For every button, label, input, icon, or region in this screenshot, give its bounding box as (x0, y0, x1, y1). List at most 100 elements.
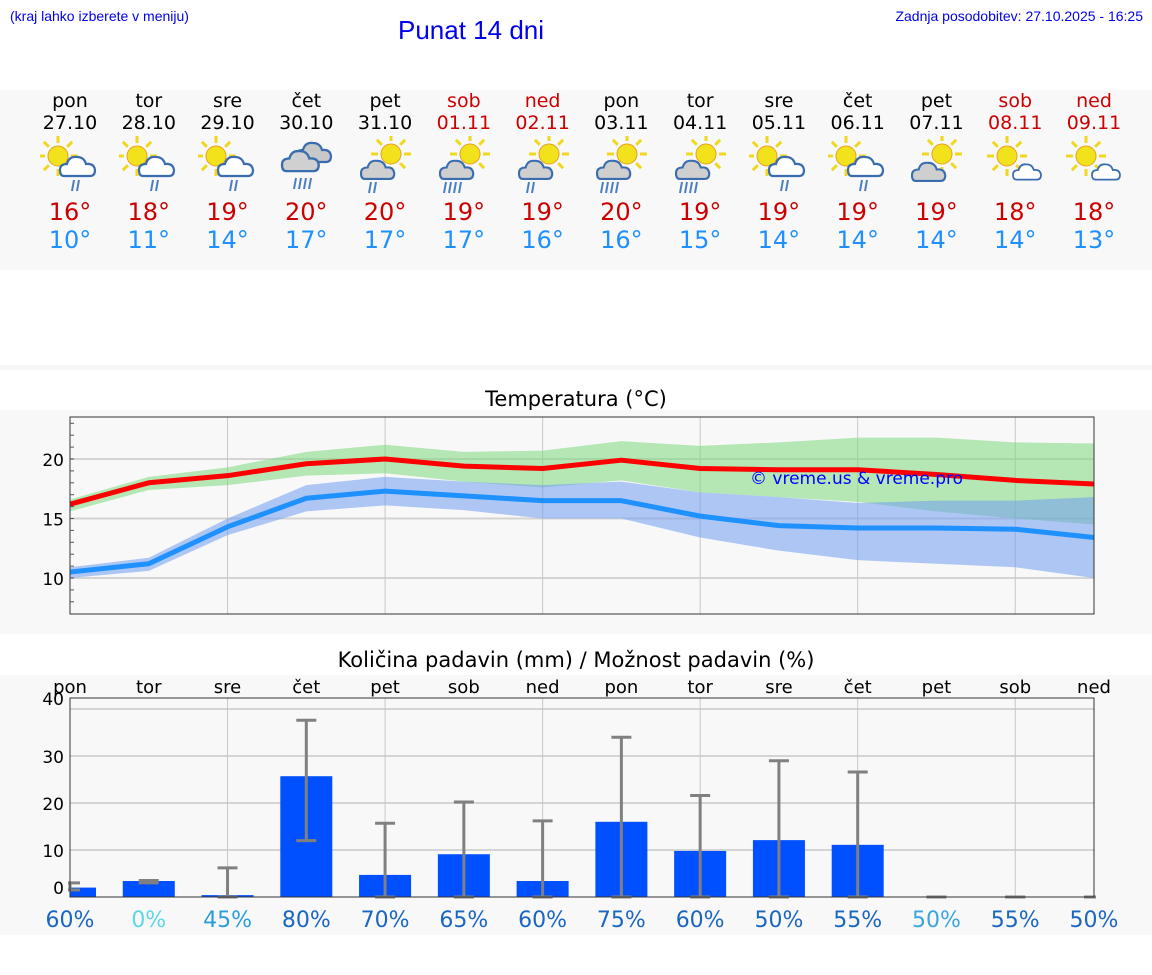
precip-probability: 45% (203, 908, 252, 933)
max-temp: 18° (993, 198, 1037, 226)
max-temp: 20° (600, 198, 643, 226)
max-temp: 19° (206, 198, 249, 226)
precip-probability: 65% (439, 908, 488, 933)
day-date: 04.11 (672, 112, 728, 134)
max-temp-line (69, 456, 1095, 507)
x-day-label: pon (604, 677, 638, 698)
precip-probability: 80% (282, 908, 331, 933)
precip-bar (70, 887, 96, 897)
day-forecast: sob 08.11 18° 14° (976, 90, 1054, 254)
day-date: 31.10 (357, 112, 413, 134)
precip-probability: 55% (991, 908, 1040, 933)
x-day-label: sob (448, 677, 480, 698)
y-tick-label: 30 (42, 748, 64, 768)
day-forecast: tor 04.11 19° 15° (661, 90, 739, 254)
x-day-label: sre (214, 677, 241, 698)
day-forecast: ned 02.11 19° 16° (504, 90, 582, 254)
day-date: 02.11 (515, 112, 570, 134)
day-name: pon (52, 90, 88, 112)
sun-cloud-light-rain-icon (31, 136, 109, 196)
day-date: 01.11 (436, 112, 492, 134)
sun-cloud-light-rain-icon (819, 136, 897, 196)
precip-probability: 70% (361, 908, 410, 933)
y-tick-label: 20 (42, 795, 64, 815)
temperature-chart-title: Temperatura (°C) (485, 387, 667, 411)
x-day-label: čet (844, 677, 872, 698)
day-forecast: tor 28.10 18° 11° (110, 90, 188, 254)
day-name: pon (603, 90, 640, 112)
max-temp: 16° (48, 198, 92, 226)
day-forecast: čet 30.10 20° 17° (267, 90, 345, 254)
min-temp: 17° (285, 226, 328, 254)
page-title: Punat 14 dni (398, 15, 545, 45)
watermark: © vreme.us & vreme.pro (750, 469, 963, 489)
min-temp: 15° (678, 226, 722, 254)
day-forecast: pet 31.10 20° 17° (346, 90, 424, 254)
overcast-rain-icon (267, 136, 345, 196)
y-tick-label: 15 (42, 511, 64, 531)
day-forecast: pon 27.10 16° 10° (31, 90, 109, 254)
plot-border (69, 697, 1095, 898)
y-tick-label: 40 (42, 690, 64, 710)
min-temp: 17° (363, 226, 407, 254)
precip-probability: 0% (131, 908, 166, 933)
min-temp: 14° (915, 226, 958, 254)
min-temp: 17° (442, 226, 486, 254)
min-temp: 14° (206, 226, 249, 254)
sun-cloud-light-rain-icon (189, 136, 267, 196)
cloud-sun-light-rain-icon (504, 136, 582, 196)
precipitation-chart-title: Količina padavin (mm) / Možnost padavin … (337, 648, 815, 672)
min-temp: 14° (836, 226, 879, 254)
max-temp: 20° (285, 198, 328, 226)
x-day-label: ned (526, 677, 560, 698)
cloud-sun-rain-icon (661, 136, 739, 196)
x-day-label: pet (922, 677, 952, 698)
x-day-label: sre (765, 677, 792, 698)
day-name: čet (291, 90, 322, 112)
cloud-sun-icon (897, 136, 975, 196)
day-name: sob (998, 90, 1033, 112)
precip-bar (122, 881, 175, 897)
plot-border (69, 416, 1095, 615)
sun-small-cloud-icon (1055, 136, 1133, 196)
precip-probability: 75% (597, 908, 646, 933)
max-temp: 19° (678, 198, 722, 226)
y-tick-label: 10 (42, 842, 64, 862)
day-date: 28.10 (121, 112, 176, 134)
day-name: ned (1076, 90, 1112, 112)
max-temp: 18° (1072, 198, 1116, 226)
min-temp: 10° (48, 226, 92, 254)
day-date: 06.11 (830, 112, 885, 134)
day-date: 27.10 (42, 112, 98, 134)
daily-forecast-strip: pon 27.10 16° 10° tor 28.10 18° 11° sre 29.10 19° 1… (0, 90, 1152, 270)
sun-cloud-light-rain-icon (110, 136, 188, 196)
day-name: tor (135, 90, 163, 112)
precip-probability: 50% (754, 908, 803, 933)
y-tick-label: 20 (42, 451, 64, 471)
max-temp: 19° (757, 198, 801, 226)
precip-probability: 55% (833, 908, 882, 933)
cloud-sun-rain-icon (582, 136, 660, 196)
precip-probability: 50% (912, 908, 961, 933)
x-day-label: pon (53, 677, 87, 698)
y-tick-label: 10 (42, 570, 64, 590)
max-range-band (70, 437, 1094, 525)
day-date: 08.11 (988, 112, 1043, 134)
day-name: čet (842, 90, 873, 112)
day-forecast: ned 09.11 18° 13° (1055, 90, 1133, 254)
day-forecast: sre 05.11 19° 14° (740, 90, 818, 254)
max-temp: 19° (915, 198, 958, 226)
precip-probability: 50% (1070, 908, 1119, 933)
x-day-label: ned (1077, 677, 1111, 698)
location-hint: (kraj lahko izberete v meniju) (10, 8, 189, 24)
min-temp: 16° (521, 226, 564, 254)
divider (0, 365, 1152, 370)
precip-probability: 60% (676, 908, 725, 933)
min-temp: 16° (600, 226, 643, 254)
precip-probability: 60% (46, 908, 95, 933)
day-date: 07.11 (909, 112, 964, 134)
x-day-label: tor (687, 677, 713, 698)
day-forecast: pon 03.11 20° 16° (582, 90, 660, 254)
max-temp: 19° (836, 198, 879, 226)
min-temp: 14° (993, 226, 1037, 254)
